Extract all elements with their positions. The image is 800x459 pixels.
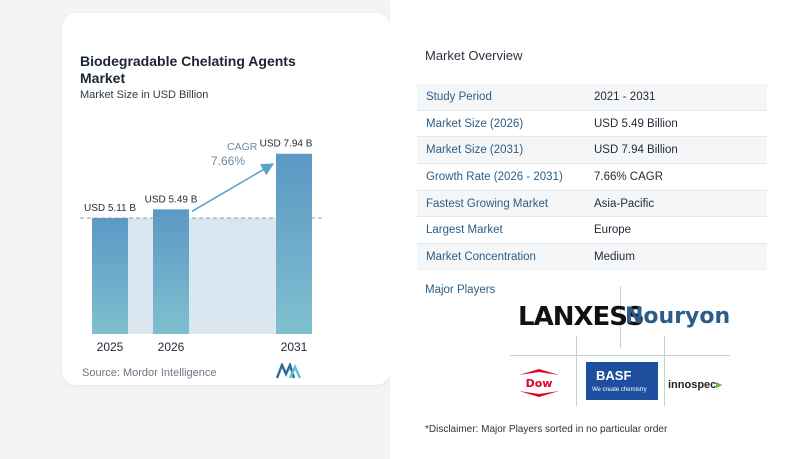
bar-2031 <box>276 153 312 334</box>
table-row: Largest Market Europe <box>417 217 767 245</box>
row-value: 7.66% CAGR <box>594 170 664 183</box>
table-row: Market Concentration Medium <box>417 244 767 271</box>
row-label: Largest Market <box>426 224 503 237</box>
overview-table: Study Period 2021 - 2031 Market Size (202… <box>417 84 767 271</box>
row-label: Market Size (2026) <box>426 117 524 130</box>
basf-text: BASF <box>596 368 632 383</box>
play-arrow-icon: ▸ <box>716 379 722 391</box>
tick-label-2026: 2026 <box>158 340 185 354</box>
row-value: USD 5.49 Billion <box>594 117 678 130</box>
row-value: Europe <box>594 224 632 237</box>
cagr-arrow <box>191 163 275 213</box>
overview-title: Market Overview <box>425 48 523 63</box>
bar-chart: USD 5.11 B 2025 USD 5.49 B 2026 USD 7.94 B 20… <box>80 139 324 354</box>
row-value: Asia-Pacific <box>594 197 655 210</box>
shaded-band <box>128 217 153 334</box>
table-row: Market Size (2026) USD 5.49 Billion <box>417 111 767 138</box>
basf-logo: BASF We create chemistry <box>586 362 658 400</box>
row-label: Growth Rate (2026 - 2031) <box>426 170 563 183</box>
cagr-label: CAGR <box>227 141 258 153</box>
source-note: Source: Mordor Intelligence <box>82 367 217 379</box>
major-players-title: Major Players <box>425 284 496 296</box>
row-label: Market Concentration <box>426 251 536 264</box>
dow-logo: Dow <box>519 369 559 397</box>
divider <box>576 336 577 406</box>
lanxess-logo: LANXESS <box>518 302 645 332</box>
divider <box>620 286 621 348</box>
row-value: USD 7.94 Billion <box>594 144 678 157</box>
nouryon-logo: Nouryon <box>625 304 731 329</box>
row-value: 2021 - 2031 <box>594 90 656 103</box>
innospec-text: innospec <box>668 379 717 391</box>
data-label-2026: USD 5.49 B <box>145 194 198 205</box>
disclaimer: *Disclaimer: Major Players sorted in no … <box>425 424 668 435</box>
row-label: Study Period <box>426 90 492 103</box>
table-row: Growth Rate (2026 - 2031) 7.66% CAGR <box>417 164 767 191</box>
tick-label-2031: 2031 <box>281 340 308 354</box>
bar-2025 <box>92 217 128 334</box>
row-value: Medium <box>594 251 635 264</box>
dow-text: Dow <box>526 377 553 390</box>
cagr-value: 7.66% <box>211 154 245 168</box>
row-label: Market Size (2031) <box>426 144 524 157</box>
mordor-logo-icon <box>276 363 302 379</box>
table-row: Fastest Growing Market Asia-Pacific <box>417 190 767 218</box>
divider <box>510 355 730 356</box>
data-label-2025: USD 5.11 B <box>84 203 136 214</box>
divider <box>664 336 665 406</box>
table-row: Market Size (2031) USD 7.94 Billion <box>417 137 767 165</box>
data-label-2031: USD 7.94 B <box>260 139 313 150</box>
players-logo-grid: LANXESS Nouryon Dow BASF We create chemi… <box>510 284 730 408</box>
table-row: Study Period 2021 - 2031 <box>417 84 767 111</box>
innospec-logo: innospec▸ <box>668 378 722 391</box>
bar-2026 <box>153 209 189 334</box>
chart-title: Biodegradable Chelating Agents Market <box>80 53 296 86</box>
tick-label-2025: 2025 <box>97 340 124 354</box>
basf-tagline: We create chemistry <box>592 387 647 393</box>
row-label: Fastest Growing Market <box>426 197 549 210</box>
shaded-band <box>189 217 276 334</box>
chart-card: Biodegradable Chelating Agents Market Ma… <box>62 13 390 385</box>
overview-panel: Market Overview Study Period 2021 - 2031 … <box>390 0 800 459</box>
chart-subtitle: Market Size in USD Billion <box>80 89 209 101</box>
